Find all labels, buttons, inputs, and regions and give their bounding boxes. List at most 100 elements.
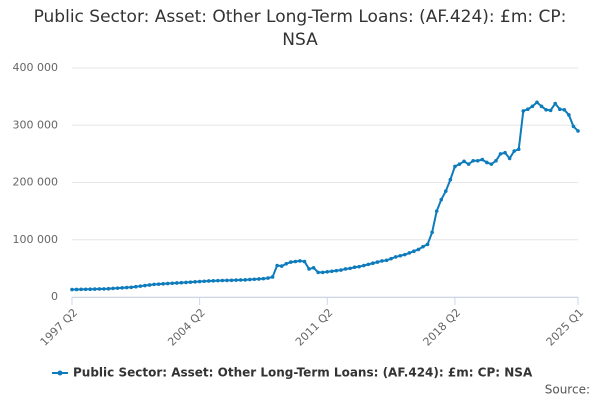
point: [284, 261, 289, 266]
point: [398, 253, 403, 258]
point: [134, 284, 138, 289]
point: [79, 287, 83, 292]
point: [202, 279, 206, 284]
point: [129, 285, 134, 290]
point: [507, 156, 512, 161]
point: [430, 230, 434, 235]
point: [457, 162, 462, 166]
point: [425, 242, 430, 247]
point: [243, 278, 248, 282]
point: [412, 249, 416, 253]
y-tick-label: 400 000: [13, 61, 59, 74]
point: [439, 197, 444, 202]
point: [74, 287, 79, 292]
point: [257, 277, 261, 281]
point: [197, 279, 202, 284]
point: [124, 285, 129, 290]
point: [261, 276, 266, 281]
point: [156, 282, 161, 286]
point: [416, 247, 421, 252]
point: [102, 287, 106, 291]
y-tick-label: 0: [51, 290, 58, 303]
point: [448, 177, 453, 182]
point: [553, 101, 558, 106]
point: [434, 209, 439, 213]
point: [384, 258, 389, 263]
chart-title: Public Sector: Asset: Other Long-Term Lo…: [33, 7, 567, 50]
point: [120, 286, 124, 290]
point: [544, 107, 548, 112]
point: [503, 150, 507, 155]
series-line: [71, 101, 579, 291]
point: [571, 124, 576, 129]
x-tick-label: 2004 Q2: [165, 306, 208, 349]
point: [216, 278, 220, 283]
x-tick-label: 1997 Q2: [38, 306, 81, 349]
point: [320, 270, 325, 275]
point: [165, 281, 170, 286]
point: [302, 259, 307, 264]
point: [489, 162, 494, 166]
point: [83, 287, 88, 292]
point: [270, 275, 275, 279]
point: [170, 281, 175, 286]
point: [535, 100, 539, 105]
x-tick-label: 2018 Q2: [421, 306, 464, 349]
point: [444, 189, 448, 193]
point: [352, 265, 357, 270]
point: [375, 260, 380, 264]
legend-marker: [57, 370, 63, 376]
point: [307, 267, 311, 271]
point: [407, 251, 412, 255]
point: [366, 262, 371, 267]
point: [393, 255, 398, 259]
point: [548, 108, 553, 113]
point: [453, 164, 457, 169]
point: [466, 162, 471, 166]
point: [106, 286, 111, 291]
point: [238, 278, 243, 282]
point: [361, 263, 366, 268]
point: [389, 256, 393, 261]
point: [357, 264, 361, 269]
point: [480, 157, 485, 162]
point: [530, 104, 535, 109]
point: [311, 266, 316, 270]
point: [348, 266, 352, 271]
point: [252, 277, 257, 282]
y-tick-label: 200 000: [13, 176, 59, 189]
point: [539, 104, 544, 109]
point: [138, 284, 143, 288]
y-tick-label: 300 000: [13, 118, 59, 131]
source: Source:: [545, 383, 590, 397]
point: [516, 147, 521, 152]
point: [152, 282, 156, 287]
point: [234, 278, 238, 282]
point: [298, 259, 302, 263]
point: [220, 278, 225, 283]
point: [266, 276, 270, 280]
point: [371, 261, 375, 266]
point: [247, 277, 252, 282]
point: [143, 283, 147, 288]
point: [421, 244, 425, 249]
point: [70, 287, 74, 292]
legend-label: Public Sector: Asset: Other Long-Term Lo…: [73, 366, 533, 380]
point: [343, 267, 348, 271]
point: [576, 129, 580, 133]
point: [115, 286, 120, 290]
point: [402, 252, 407, 257]
point: [161, 282, 165, 286]
point: [557, 107, 562, 112]
point: [184, 280, 188, 285]
point: [92, 287, 97, 291]
point: [526, 107, 530, 112]
point: [289, 260, 293, 264]
point: [498, 152, 503, 156]
point: [339, 268, 343, 272]
point: [316, 270, 320, 275]
point: [380, 259, 384, 263]
point: [179, 280, 184, 285]
point: [330, 269, 334, 274]
